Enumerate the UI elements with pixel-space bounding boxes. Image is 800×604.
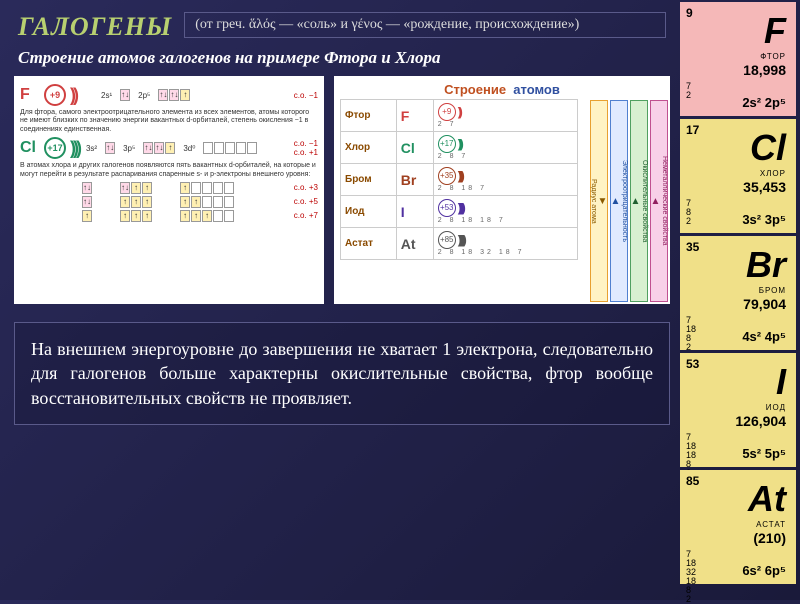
- cl-text: В атомах хлора и других галогенов появля…: [20, 162, 318, 179]
- cl-arcs: ) ) ): [70, 138, 78, 159]
- f-text: Для фтора, самого электроотрицательного …: [20, 109, 318, 134]
- atomic-mass: 126,904: [735, 413, 786, 429]
- cl-so-1: с.о. −1с.о. +1: [294, 139, 318, 157]
- element-card-f: 9 FФТОР18,998 72 2s² 2p⁵: [680, 2, 796, 116]
- element-name: ФТОР: [760, 52, 786, 61]
- element-name: ИОД: [766, 403, 786, 412]
- element-name: БРОМ: [759, 286, 786, 295]
- element-card-at: 85AtАСТАТ(210)7183218826s² 6p⁵: [680, 470, 796, 584]
- electron-config: 3s² 3p⁵: [742, 212, 786, 227]
- electron-config: 2s² 2p⁵: [742, 95, 786, 110]
- element-symbol: I: [776, 361, 786, 403]
- element-symbol: Cl: [750, 127, 786, 169]
- row-shells: +53)))))2 8 18 18 7: [433, 196, 577, 228]
- row-name: Хлор: [341, 132, 397, 164]
- shell-counts: 782: [686, 199, 691, 226]
- periodic-cards: 9 FФТОР18,998 72 2s² 2p⁵ 17 ClХЛОР35,453 782 3s…: [680, 2, 796, 584]
- panel-orbitals: F +9 ) ) 2s¹ ↑↓ 2p⁵ ↑↓↑↓↑ с.о. −1 Для фт…: [14, 76, 324, 304]
- cl-so-7: с.о. +7: [294, 211, 318, 220]
- atomic-number: 53: [686, 357, 699, 371]
- atomic-mass: 35,453: [743, 179, 786, 195]
- structure-row: ФторF+9))2 7: [341, 100, 578, 132]
- f-so: с.о. −1: [294, 91, 318, 100]
- element-symbol: At: [748, 478, 786, 520]
- shell-counts: 72: [686, 82, 691, 100]
- f-nucleus: +9: [44, 84, 66, 106]
- cl-ex7: ↑: [82, 210, 92, 222]
- arrow-en: Электроотрицательность▲: [610, 100, 628, 302]
- row-shells: +17)))2 8 7: [433, 132, 577, 164]
- structure-row: ХлорCl+17)))2 8 7: [341, 132, 578, 164]
- f-symbol: F: [20, 86, 40, 104]
- cl-symbol: Cl: [20, 139, 40, 157]
- cl-ex5: ↑↓: [82, 196, 92, 208]
- orb-2s-label: 2s¹: [101, 91, 112, 100]
- etymology: (от греч. ἅλός — «соль» и γένος — «рожде…: [184, 12, 666, 38]
- page-title: ГАЛОГЕНЫ: [18, 12, 172, 42]
- row-symbol: I: [396, 196, 433, 228]
- cl-ex3: ↑↓: [82, 182, 92, 194]
- orb-3s-label: 3s²: [86, 144, 97, 153]
- row-name: Бром: [341, 164, 397, 196]
- atomic-mass: 18,998: [743, 62, 786, 78]
- structure-title: Строение атомов: [340, 82, 664, 97]
- atomic-number: 9: [686, 6, 693, 20]
- atomic-number: 17: [686, 123, 699, 137]
- structure-row: ИодI+53)))))2 8 18 18 7: [341, 196, 578, 228]
- cl-so-5: с.о. +5: [294, 197, 318, 206]
- trend-arrows: ▼Радиус атома Электроотрицательность▲ Ок…: [590, 100, 668, 302]
- atomic-mass: 79,904: [743, 296, 786, 312]
- row-name: Фтор: [341, 100, 397, 132]
- orb-2p-label: 2p⁵: [138, 91, 150, 100]
- electron-config: 4s² 4p⁵: [742, 329, 786, 344]
- orb-3p-label: 3p⁵: [123, 144, 135, 153]
- row-shells: +9))2 7: [433, 100, 577, 132]
- f-2s: ↑↓: [120, 89, 130, 101]
- structure-row: АстатAt+85))))))2 8 18 32 18 7: [341, 228, 578, 260]
- f-arcs: ) ): [70, 85, 75, 106]
- structure-row: БромBr+35))))2 8 18 7: [341, 164, 578, 196]
- row-symbol: Br: [396, 164, 433, 196]
- arrow-oxid: Окислительные свойства▲: [630, 100, 648, 302]
- cl-3p: ↑↓↑↓↑: [143, 142, 175, 154]
- atomic-mass: (210): [753, 530, 786, 546]
- row-symbol: F: [396, 100, 433, 132]
- cl-3s: ↑↓: [105, 142, 115, 154]
- cl-3d: [203, 142, 257, 154]
- atomic-number: 35: [686, 240, 699, 254]
- element-card-br: 35 BrБРОМ79,904 71882 4s² 4p⁵: [680, 236, 796, 350]
- element-name: ХЛОР: [760, 169, 786, 178]
- row-name: Астат: [341, 228, 397, 260]
- row-name: Иод: [341, 196, 397, 228]
- arrow-radius: ▼Радиус атома: [590, 100, 608, 302]
- element-symbol: F: [764, 10, 786, 52]
- conclusion-text: На внешнем энергоуровне до завершения не…: [14, 322, 670, 425]
- row-shells: +35))))2 8 18 7: [433, 164, 577, 196]
- element-card-i: 53IИОД126,90471818825s² 5p⁵: [680, 353, 796, 467]
- cl-nucleus: +17: [44, 137, 66, 159]
- shell-counts: 71882: [686, 316, 696, 352]
- element-name: АСТАТ: [756, 520, 786, 529]
- electron-config: 5s² 5p⁵: [742, 446, 786, 461]
- row-symbol: Cl: [396, 132, 433, 164]
- element-card-cl: 17 ClХЛОР35,453 782 3s² 3p⁵: [680, 119, 796, 233]
- row-shells: +85))))))2 8 18 32 18 7: [433, 228, 577, 260]
- element-symbol: Br: [746, 244, 786, 286]
- orb-3d-label: 3d⁰: [183, 144, 195, 153]
- arrow-nonmetal: Неметаллические свойства▲: [650, 100, 668, 302]
- shell-counts: 718321882: [686, 550, 696, 604]
- atomic-number: 85: [686, 474, 699, 488]
- f-2p: ↑↓↑↓↑: [158, 89, 190, 101]
- row-symbol: At: [396, 228, 433, 260]
- electron-config: 6s² 6p⁵: [742, 563, 786, 578]
- panel-structure: Строение атомов ФторF+9))2 7ХлорCl+17)))…: [334, 76, 670, 304]
- cl-so-3: с.о. +3: [294, 183, 318, 192]
